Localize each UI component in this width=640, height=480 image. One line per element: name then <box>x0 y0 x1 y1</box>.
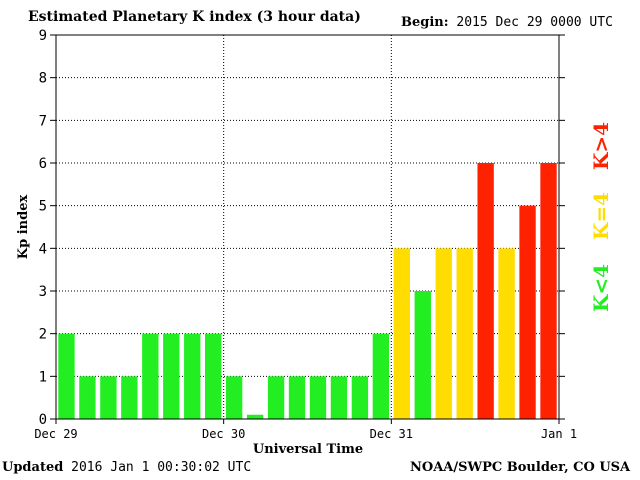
kp-bar <box>351 376 369 419</box>
kp-bar <box>309 376 327 419</box>
kp-bar <box>477 163 494 419</box>
legend-mid: K=4 <box>589 191 613 240</box>
credit: NOAA/SWPC Boulder, CO USA <box>410 460 631 475</box>
kp-bar <box>100 376 117 419</box>
begin-label: Begin: <box>401 15 449 30</box>
y-tick-label: 2 <box>39 327 47 343</box>
x-axis-label: Universal Time <box>253 442 363 457</box>
plot-frame <box>55 34 560 420</box>
y-tick-label: 5 <box>39 199 47 215</box>
y-tick-label: 0 <box>39 412 47 428</box>
y-tick-label: 1 <box>39 369 47 385</box>
y-tick-label: 9 <box>39 28 47 44</box>
x-tick-label: Dec 30 <box>202 427 245 441</box>
kp-bar <box>184 333 201 419</box>
x-tick-label: Dec 31 <box>370 427 413 441</box>
kp-bar <box>540 163 557 419</box>
legend-low: K<4 <box>589 263 613 312</box>
kp-bar <box>58 333 75 419</box>
begin-time: Begin: 2015 Dec 29 0000 UTC <box>401 15 613 30</box>
kp-bar <box>519 205 536 419</box>
kp-bar <box>456 248 473 419</box>
kp-bar <box>79 376 96 419</box>
kp-bar <box>498 248 515 419</box>
chart-title: Estimated Planetary K index (3 hour data… <box>28 9 361 25</box>
y-tick-label: 4 <box>39 241 47 257</box>
kp-bar <box>288 376 306 419</box>
y-tick-label: 6 <box>39 156 47 172</box>
kp-bar <box>267 376 285 419</box>
begin-value: 2015 Dec 29 0000 UTC <box>456 15 613 30</box>
y-tick-label: 8 <box>39 71 47 87</box>
bars <box>58 163 557 419</box>
kp-bar <box>205 333 222 419</box>
x-tick-label: Dec 29 <box>34 427 77 441</box>
updated-timestamp: Updated 2016 Jan 1 00:30:02 UTC <box>2 460 251 475</box>
y-axis-label: Kp index <box>16 195 31 260</box>
kp-bar <box>372 333 390 419</box>
kp-bar <box>414 291 431 419</box>
y-tick-label: 7 <box>39 113 47 129</box>
kp-bar <box>225 376 243 419</box>
kp-bar <box>163 333 180 419</box>
x-tick-label: Jan 1 <box>541 427 577 441</box>
y-tick-label: 3 <box>39 284 47 300</box>
axes: 0 1 2 3 4 5 6 7 8 9 Dec 29 Dec 30 Dec 31 Jan 1 <box>34 28 577 441</box>
legend-high: K>4 <box>589 121 613 170</box>
kp-bar <box>121 376 138 419</box>
kp-bar <box>393 248 410 419</box>
kp-bar <box>330 376 348 419</box>
kp-bar <box>435 248 452 419</box>
updated-value: 2016 Jan 1 00:30:02 UTC <box>71 460 252 475</box>
kp-bar <box>142 333 159 419</box>
kp-bar <box>246 414 264 419</box>
grid <box>56 35 559 419</box>
updated-label: Updated <box>2 460 64 475</box>
